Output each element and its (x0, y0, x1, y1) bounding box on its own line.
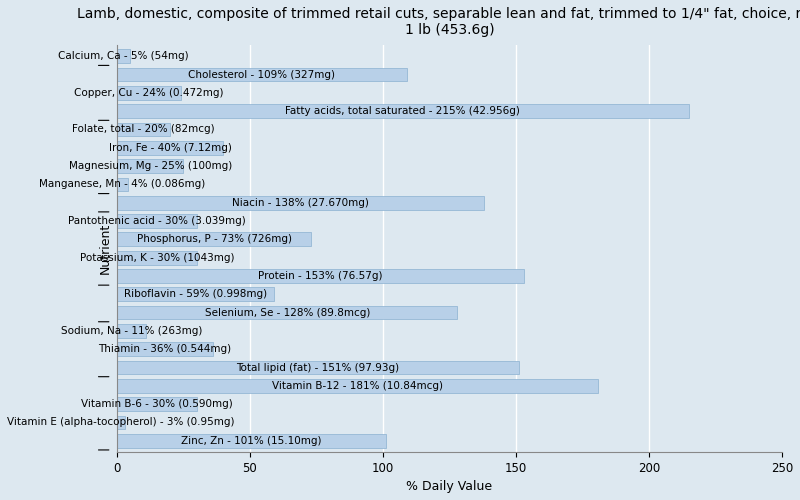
Text: Niacin - 138% (27.670mg): Niacin - 138% (27.670mg) (232, 198, 369, 207)
Bar (117, 306, 458, 320)
Bar (117, 159, 183, 173)
Text: Phosphorus, P - 73% (726mg): Phosphorus, P - 73% (726mg) (137, 234, 291, 244)
Bar (117, 86, 181, 100)
Text: Calcium, Ca - 5% (54mg): Calcium, Ca - 5% (54mg) (58, 51, 189, 61)
Text: Total lipid (fat) - 151% (97.93g): Total lipid (fat) - 151% (97.93g) (236, 362, 399, 372)
Text: Sodium, Na - 11% (263mg): Sodium, Na - 11% (263mg) (61, 326, 202, 336)
Bar (117, 196, 484, 209)
Text: Copper, Cu - 24% (0.472mg): Copper, Cu - 24% (0.472mg) (74, 88, 224, 98)
Bar (117, 269, 524, 283)
Text: Manganese, Mn - 4% (0.086mg): Manganese, Mn - 4% (0.086mg) (39, 180, 206, 190)
Text: Selenium, Se - 128% (89.8mcg): Selenium, Se - 128% (89.8mcg) (205, 308, 370, 318)
Bar (117, 324, 146, 338)
Y-axis label: Nutrient: Nutrient (98, 223, 111, 274)
Text: Cholesterol - 109% (327mg): Cholesterol - 109% (327mg) (189, 70, 335, 80)
Bar (117, 50, 130, 63)
Bar (117, 141, 223, 154)
Bar (117, 342, 213, 356)
Bar (117, 434, 386, 448)
Text: Vitamin E (alpha-tocopherol) - 3% (0.95mg): Vitamin E (alpha-tocopherol) - 3% (0.95m… (7, 418, 234, 428)
Text: Pantothenic acid - 30% (3.039mg): Pantothenic acid - 30% (3.039mg) (68, 216, 246, 226)
Text: Iron, Fe - 40% (7.12mg): Iron, Fe - 40% (7.12mg) (109, 143, 232, 153)
X-axis label: % Daily Value: % Daily Value (406, 480, 493, 493)
Text: Vitamin B-6 - 30% (0.590mg): Vitamin B-6 - 30% (0.590mg) (81, 399, 233, 409)
Text: Vitamin B-12 - 181% (10.84mcg): Vitamin B-12 - 181% (10.84mcg) (272, 381, 443, 391)
Title: Lamb, domestic, composite of trimmed retail cuts, separable lean and fat, trimme: Lamb, domestic, composite of trimmed ret… (78, 7, 800, 37)
Bar (117, 251, 197, 264)
Bar (117, 398, 197, 411)
Bar (117, 232, 311, 246)
Bar (117, 360, 518, 374)
Bar (117, 68, 407, 82)
Text: Thiamin - 36% (0.544mg): Thiamin - 36% (0.544mg) (98, 344, 231, 354)
Bar (117, 288, 274, 301)
Text: Potassium, K - 30% (1043mg): Potassium, K - 30% (1043mg) (80, 252, 234, 262)
Text: Folate, total - 20% (82mcg): Folate, total - 20% (82mcg) (72, 124, 215, 134)
Text: Fatty acids, total saturated - 215% (42.956g): Fatty acids, total saturated - 215% (42.… (286, 106, 520, 116)
Bar (117, 122, 170, 136)
Bar (117, 214, 197, 228)
Text: Protein - 153% (76.57g): Protein - 153% (76.57g) (258, 271, 382, 281)
Bar (117, 379, 598, 392)
Text: Zinc, Zn - 101% (15.10mg): Zinc, Zn - 101% (15.10mg) (181, 436, 322, 446)
Bar (117, 104, 689, 118)
Bar (117, 416, 125, 430)
Bar (117, 178, 128, 192)
Text: Magnesium, Mg - 25% (100mg): Magnesium, Mg - 25% (100mg) (69, 161, 232, 171)
Text: Riboflavin - 59% (0.998mg): Riboflavin - 59% (0.998mg) (124, 290, 267, 300)
